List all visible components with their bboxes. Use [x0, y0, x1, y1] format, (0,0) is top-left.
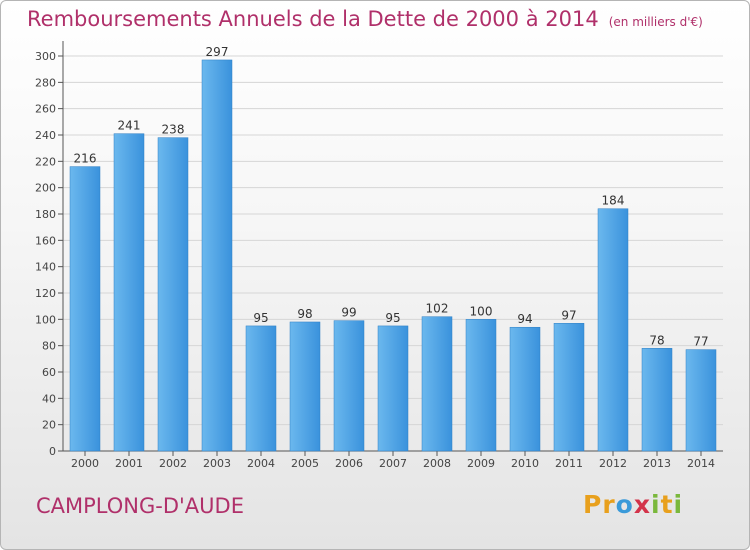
logo-letter: P: [583, 490, 603, 519]
y-tick-label: 300: [35, 50, 56, 63]
bar-2012[interactable]: [597, 208, 629, 452]
bar-2011[interactable]: [553, 323, 585, 452]
y-tick-label: 200: [35, 182, 56, 195]
bar-2008[interactable]: [421, 316, 453, 452]
x-tick-label: 2010: [511, 457, 539, 470]
logo-letter: o: [615, 490, 634, 519]
data-label: 184: [602, 194, 625, 208]
x-tick-label: 2013: [643, 457, 671, 470]
y-tick-label: 180: [35, 208, 56, 221]
data-label: 94: [517, 312, 532, 326]
bar-2003[interactable]: [201, 59, 233, 452]
y-tick-label: 140: [35, 261, 56, 274]
y-tick-label: 80: [42, 340, 56, 353]
x-tick-label: 2003: [203, 457, 231, 470]
logo-letter: t: [660, 490, 674, 519]
bar-2006[interactable]: [333, 320, 365, 452]
chart-title: Remboursements Annuels de la Dette de 20…: [27, 7, 703, 31]
x-tick-label: 2011: [555, 457, 583, 470]
x-tick-label: 2005: [291, 457, 319, 470]
bar-2002[interactable]: [157, 137, 189, 452]
data-label: 102: [426, 302, 449, 316]
x-tick-label: 2000: [71, 457, 99, 470]
y-tick-label: 280: [35, 76, 56, 89]
data-label: 297: [206, 45, 229, 59]
bar-2014[interactable]: [685, 349, 717, 452]
x-tick-label: 2006: [335, 457, 363, 470]
title-text: Remboursements Annuels de la Dette de 20…: [27, 7, 599, 31]
data-label: 78: [649, 333, 664, 347]
y-tick-label: 20: [42, 419, 56, 432]
x-tick-label: 2008: [423, 457, 451, 470]
data-label: 238: [162, 123, 185, 137]
x-tick-label: 2004: [247, 457, 275, 470]
y-tick-label: 220: [35, 155, 56, 168]
title-unit: (en milliers d'€): [608, 15, 703, 29]
data-label: 98: [297, 307, 312, 321]
logo-letter: r: [602, 490, 616, 519]
x-tick-label: 2009: [467, 457, 495, 470]
y-tick-label: 40: [42, 392, 56, 405]
y-tick-label: 120: [35, 287, 56, 300]
data-label: 95: [385, 311, 400, 325]
data-label: 97: [561, 308, 576, 322]
logo-letter: i: [651, 490, 661, 519]
x-tick-label: 2001: [115, 457, 143, 470]
x-tick-label: 2012: [599, 457, 627, 470]
data-label: 100: [470, 304, 493, 318]
data-label: 77: [693, 335, 708, 349]
bar-2001[interactable]: [113, 133, 145, 452]
data-label: 99: [341, 306, 356, 320]
bar-2007[interactable]: [377, 325, 409, 452]
proxiti-logo[interactable]: Proxiti: [583, 490, 683, 519]
bar-2010[interactable]: [509, 326, 541, 452]
y-tick-label: 260: [35, 103, 56, 116]
bars: [69, 59, 717, 452]
bar-2000[interactable]: [69, 166, 101, 452]
commune-name: CAMPLONG-D'AUDE: [36, 494, 244, 518]
bar-2009[interactable]: [465, 319, 497, 452]
logo-letter: i: [673, 490, 684, 519]
y-tick-label: 240: [35, 129, 56, 142]
data-label: 216: [74, 152, 97, 166]
y-tick-label: 100: [35, 313, 56, 326]
x-tick-label: 2014: [687, 457, 715, 470]
data-label: 95: [253, 311, 268, 325]
bar-2004[interactable]: [245, 325, 277, 452]
y-tick-label: 160: [35, 234, 56, 247]
y-tick-label: 0: [49, 445, 56, 458]
bar-2013[interactable]: [641, 348, 673, 452]
logo-letter: x: [633, 490, 651, 519]
labels: 0 20 40 60 80 100 120 140 160 180 200 220 240 260 280 3…: [35, 45, 715, 470]
x-tick-label: 2002: [159, 457, 187, 470]
data-label: 241: [118, 119, 141, 133]
bar-chart: 0 20 40 60 80 100 120 140 160 180 200 220 240 260 280 3…: [35, 41, 723, 470]
x-tick-label: 2007: [379, 457, 407, 470]
y-tick-label: 60: [42, 366, 56, 379]
bar-2005[interactable]: [289, 321, 321, 452]
